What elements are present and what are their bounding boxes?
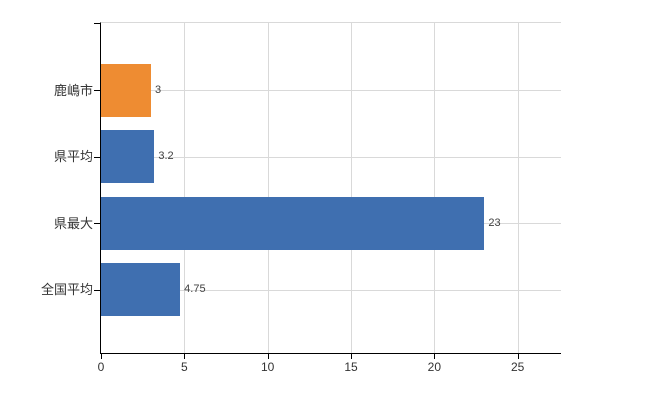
vertical-gridline bbox=[434, 23, 436, 353]
category-label: 鹿嶋市 bbox=[53, 82, 93, 98]
value-label: 3.2 bbox=[158, 150, 174, 162]
plot-area: 0 5 10 15 20 25 鹿嶋市 3 県平均 3.2 県最大 23 全国平均 4.75 bbox=[41, 22, 561, 373]
x-tick-label: 5 bbox=[180, 360, 188, 374]
bar-全国平均 bbox=[101, 263, 181, 316]
y-axis-tick bbox=[94, 156, 101, 158]
x-tick-label: 25 bbox=[510, 360, 525, 374]
y-axis-tick bbox=[94, 223, 101, 224]
x-tick-label: 15 bbox=[344, 360, 358, 374]
bar-県平均 bbox=[101, 130, 155, 183]
horizontal-gridline bbox=[101, 289, 561, 291]
vertical-gridline bbox=[267, 23, 269, 353]
bar-鹿嶋市 bbox=[101, 63, 151, 117]
x-axis-tick bbox=[434, 354, 436, 359]
value-label: 4.75 bbox=[184, 283, 206, 295]
x-tick-label: 20 bbox=[427, 360, 441, 374]
x-axis-tick bbox=[267, 354, 269, 359]
x-axis-tick bbox=[101, 354, 102, 359]
category-label: 全国平均 bbox=[40, 282, 93, 297]
category-label: 県最大 bbox=[53, 215, 93, 231]
y-axis-tick bbox=[94, 289, 101, 291]
x-axis-tick bbox=[184, 354, 186, 359]
vertical-gridline bbox=[184, 23, 186, 353]
y-axis-tick bbox=[94, 90, 101, 91]
value-label: 3 bbox=[155, 83, 162, 96]
vertical-gridline bbox=[351, 23, 352, 353]
value-label: 23 bbox=[488, 216, 501, 229]
x-tick-label: 0 bbox=[97, 360, 105, 374]
horizontal-gridline bbox=[101, 90, 561, 91]
bar-県最大 bbox=[101, 196, 485, 250]
x-axis-tick bbox=[351, 354, 352, 359]
vertical-gridline bbox=[517, 23, 519, 353]
category-label: 県平均 bbox=[53, 149, 93, 164]
y-axis-tick bbox=[94, 23, 101, 24]
x-axis-tick bbox=[517, 354, 519, 359]
x-tick-label: 10 bbox=[260, 360, 275, 374]
horizontal-gridline bbox=[101, 156, 561, 158]
